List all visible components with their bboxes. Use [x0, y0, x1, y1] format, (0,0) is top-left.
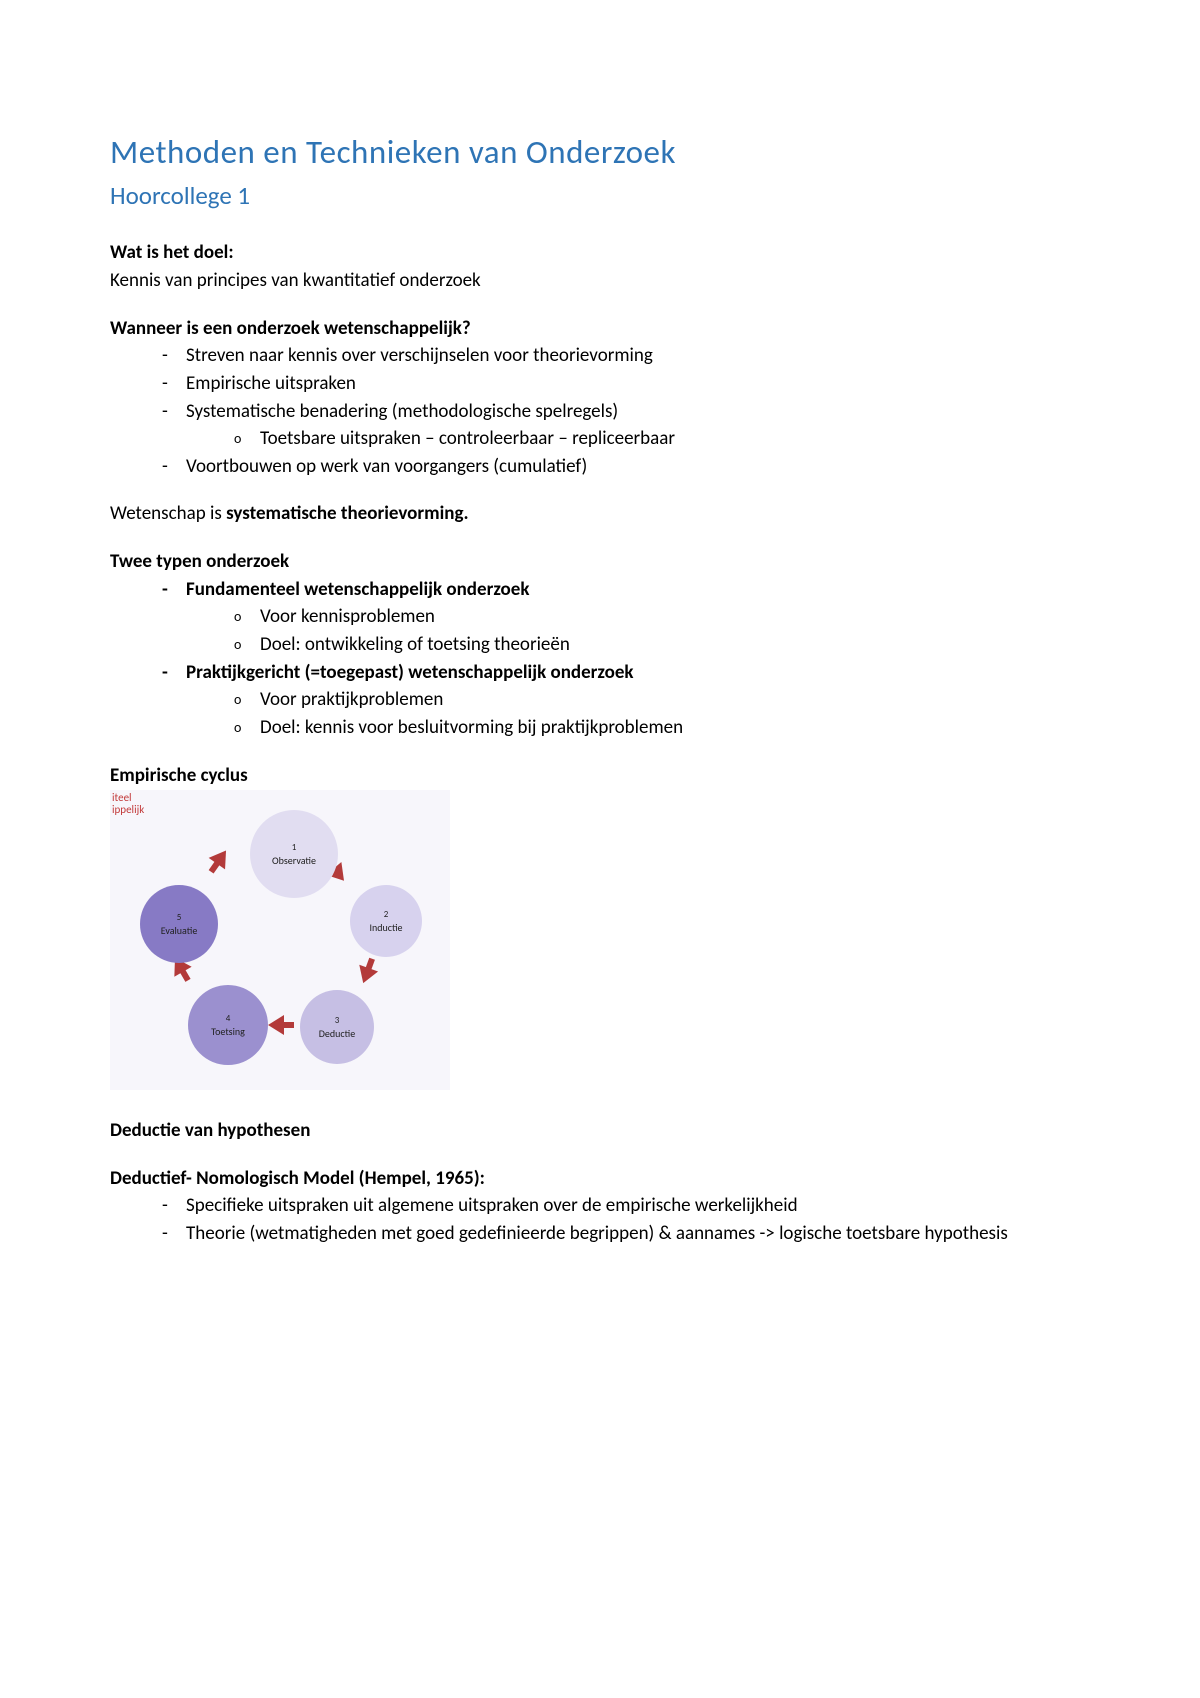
sec4-item2-sublist: Voor praktijkproblemen Doel: kennis voor…: [186, 687, 1090, 740]
cycle-node-number: 1: [292, 843, 297, 853]
corner-line2: ippelijk: [112, 804, 144, 816]
cycle-node-label: Toetsing: [211, 1026, 245, 1037]
sec6-heading: Deductie van hypothesen: [110, 1118, 1090, 1144]
sec5-heading: Empirische cyclus: [110, 763, 1090, 789]
sec4-item1-sublist: Voor kennisproblemen Doel: ontwikkeling …: [186, 604, 1090, 657]
page-title: Methoden en Technieken van Onderzoek: [110, 130, 1090, 175]
sec4-heading: Twee typen onderzoek: [110, 549, 1090, 575]
page-subtitle: Hoorcollege 1: [110, 179, 1090, 213]
empirical-cycle-diagram: iteel ippelijk 1 Observatie 2 Inductie 3 Dedu…: [110, 790, 450, 1090]
diagram-corner-text: iteel ippelijk: [112, 792, 144, 816]
sec7-list: Specifieke uitspraken uit algemene uitsp…: [110, 1193, 1090, 1246]
list-item: Toetsbare uitspraken – controleerbaar – …: [234, 426, 1090, 452]
sec2-heading: Wanneer is een onderzoek wetenschappelij…: [110, 316, 1090, 342]
list-item-text: Praktijkgericht (=toegepast) wetenschapp…: [186, 661, 634, 684]
sec2-sublist: Toetsbare uitspraken – controleerbaar – …: [186, 426, 1090, 452]
list-item: Doel: ontwikkeling of toetsing theorieën: [234, 632, 1090, 658]
list-item: Praktijkgericht (=toegepast) wetenschapp…: [162, 660, 1090, 741]
sec4-list: Fundamenteel wetenschappelijk onderzoek …: [110, 577, 1090, 741]
cycle-node-number: 4: [226, 1014, 231, 1024]
cycle-node: 5 Evaluatie: [140, 885, 218, 963]
list-item: Voortbouwen op werk van voorgangers (cum…: [162, 454, 1090, 480]
list-item: Theorie (wetmatigheden met goed gedefini…: [162, 1221, 1090, 1247]
cycle-node-label: Deductie: [319, 1028, 355, 1039]
list-item: Streven naar kennis over verschijnselen …: [162, 343, 1090, 369]
list-item: Voor kennisproblemen: [234, 604, 1090, 630]
cycle-node-number: 2: [384, 910, 389, 920]
sec3-bold: systematische theorievorming.: [226, 502, 468, 525]
cycle-node: 3 Deductie: [300, 990, 374, 1064]
cycle-node-label: Observatie: [272, 855, 316, 866]
list-item: Systematische benadering (methodologisch…: [162, 399, 1090, 452]
cycle-node-number: 3: [335, 1016, 340, 1026]
list-item: Doel: kennis voor besluitvorming bij pra…: [234, 715, 1090, 741]
list-item: Fundamenteel wetenschappelijk onderzoek …: [162, 577, 1090, 658]
list-item-text: Systematische benadering (methodologisch…: [186, 400, 618, 423]
cycle-node-label: Inductie: [369, 922, 402, 933]
cycle-node-number: 5: [177, 913, 182, 923]
sec3-prefix: Wetenschap is: [110, 502, 226, 525]
cycle-node: 1 Observatie: [250, 810, 338, 898]
list-item: Specifieke uitspraken uit algemene uitsp…: [162, 1193, 1090, 1219]
list-item: Voor praktijkproblemen: [234, 687, 1090, 713]
sec3-line: Wetenschap is systematische theorievormi…: [110, 501, 1090, 527]
sec1-body: Kennis van principes van kwantitatief on…: [110, 268, 1090, 294]
list-item-text: Fundamenteel wetenschappelijk onderzoek: [186, 578, 529, 601]
sec2-list: Streven naar kennis over verschijnselen …: [110, 343, 1090, 479]
list-item: Empirische uitspraken: [162, 371, 1090, 397]
cycle-node: 4 Toetsing: [188, 985, 268, 1065]
cycle-node-label: Evaluatie: [161, 925, 198, 936]
sec7-heading: Deductief- Nomologisch Model (Hempel, 19…: [110, 1166, 1090, 1192]
cycle-node: 2 Inductie: [350, 885, 422, 957]
sec1-heading: Wat is het doel:: [110, 240, 1090, 266]
